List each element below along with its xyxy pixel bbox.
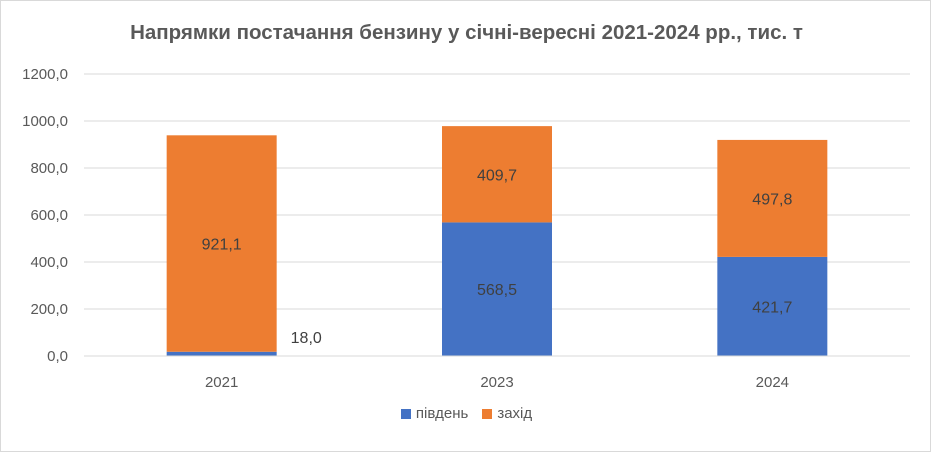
bar-південь-2023	[442, 222, 552, 356]
chart-title: Напрямки постачання бензину у січні-вере…	[130, 21, 803, 44]
legend-label: південь	[415, 405, 469, 422]
bar-південь-2021	[166, 351, 277, 356]
y-tick-label: 0,0	[47, 348, 68, 365]
data-label: 421,7	[752, 299, 792, 316]
x-tick-label: 2021	[205, 374, 238, 391]
bar-захід-2024	[717, 139, 828, 257]
y-tick-label: 400,0	[30, 254, 68, 271]
y-tick-label: 1200,0	[22, 66, 68, 83]
legend-item: захід	[482, 405, 532, 422]
legend-item: південь	[400, 405, 469, 422]
legend-swatch	[482, 408, 493, 419]
data-label: 568,5	[477, 282, 517, 299]
y-tick-label: 1000,0	[22, 113, 68, 130]
data-label: 497,8	[752, 191, 792, 208]
y-tick-label: 200,0	[30, 301, 68, 318]
bar-захід-2021	[166, 135, 277, 352]
legend-swatch	[400, 408, 411, 419]
data-label: 18,0	[291, 330, 322, 347]
bar-захід-2023	[442, 126, 552, 223]
x-tick-label: 2023	[480, 374, 513, 391]
data-label: 921,1	[202, 237, 242, 254]
x-tick-label: 2024	[756, 374, 789, 391]
data-label: 409,7	[477, 167, 517, 184]
legend-label: захід	[497, 405, 533, 422]
bar-південь-2024	[717, 256, 828, 356]
y-tick-label: 600,0	[30, 207, 68, 224]
chart-legend: південь захід	[1, 405, 931, 423]
y-tick-label: 800,0	[30, 160, 68, 177]
